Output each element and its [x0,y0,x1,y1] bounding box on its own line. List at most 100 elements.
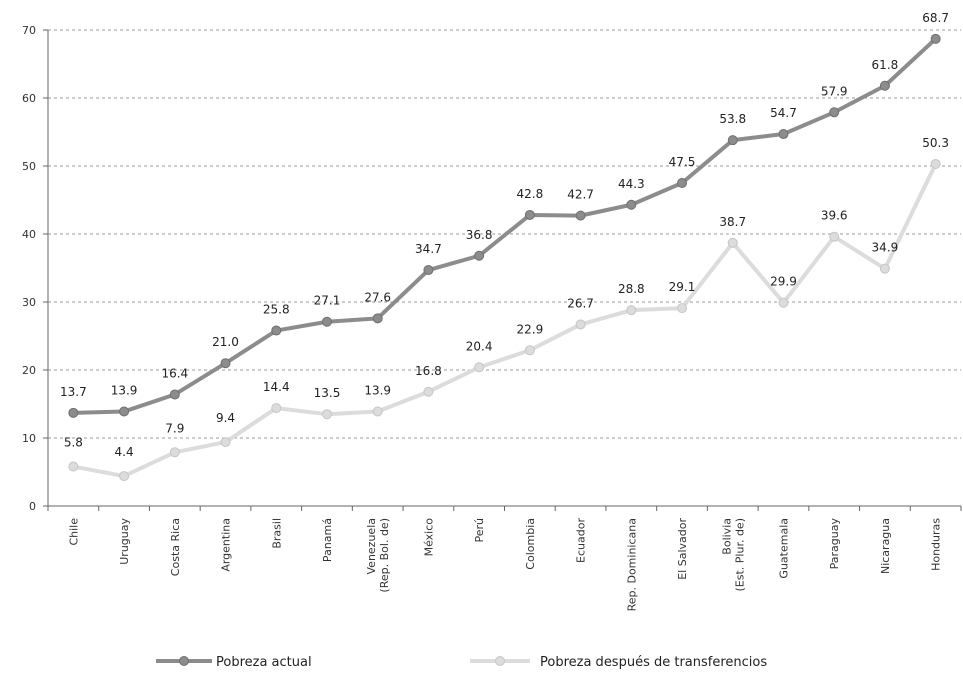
data-point [321,316,332,327]
data-point [829,231,840,242]
data-point [68,407,79,418]
data-label: 16.4 [161,366,188,380]
data-label: 29.9 [770,275,797,289]
data-point [321,409,332,420]
data-point [423,386,434,397]
data-point [879,80,890,91]
data-label: 47.5 [669,155,696,169]
data-point [626,305,637,316]
y-tick-label: 50 [22,160,36,173]
x-category-label: México [422,518,435,557]
data-label: 50.3 [922,136,949,150]
data-point [778,297,789,308]
x-category-label: Nicaragua [879,518,892,574]
data-label: 68.7 [922,11,949,25]
data-point [575,319,586,330]
x-category-label: Honduras [930,518,943,571]
data-label: 44.3 [618,177,645,191]
y-tick-label: 40 [22,228,36,241]
data-label: 39.6 [821,209,848,223]
data-point [169,447,180,458]
data-point [119,406,130,417]
y-tick-label: 10 [22,432,36,445]
data-label: 16.8 [415,364,442,378]
y-tick-label: 20 [22,364,36,377]
data-point [778,129,789,140]
data-label: 57.9 [821,84,848,98]
y-tick-label: 0 [29,500,36,513]
data-label: 29.1 [669,280,696,294]
x-category-label: Panamá [321,518,334,562]
data-label: 61.8 [872,58,899,72]
data-point [474,362,485,373]
y-tick-label: 30 [22,296,36,309]
data-point [575,210,586,221]
legend-label: Pobreza actual [216,655,312,670]
data-label: 54.7 [770,106,797,120]
y-tick-label: 60 [22,92,36,105]
data-label: 13.5 [314,386,341,400]
data-point [423,265,434,276]
data-label: 28.8 [618,282,645,296]
legend-label: Pobreza después de transferencios [540,655,767,670]
series-line-1 [71,161,938,479]
data-label: 5.8 [64,436,83,450]
data-label: 36.8 [466,228,493,242]
data-label: 34.7 [415,242,442,256]
data-label: 21.0 [212,335,239,349]
data-label: 27.1 [314,294,341,308]
data-label: 53.8 [719,112,746,126]
data-point [727,135,738,146]
series [68,33,941,482]
series-line-0 [71,36,938,415]
x-category-label: Chile [67,518,80,546]
data-label: 42.7 [567,188,594,202]
data-point [677,178,688,188]
data-point [677,303,688,314]
data-point [169,389,180,400]
data-label: 13.9 [111,383,138,397]
data-point [879,263,890,274]
x-category-label: Bolivia(Est. Plur. de) [720,518,746,592]
data-label: 38.7 [719,215,746,229]
data-label: 22.9 [517,322,544,336]
data-labels: 13.7 13.9 16.4 21.0 25.8 27.1 27.6 34.7 36.8 42.8… [60,11,949,459]
x-category-label: Perú [473,518,486,543]
data-point [271,403,282,414]
data-label: 27.6 [364,290,391,304]
data-label: 9.4 [216,411,235,425]
data-point [372,406,383,417]
data-point [829,107,840,118]
data-label: 13.9 [364,383,391,397]
x-category-label: Brasil [270,518,283,549]
x-category-label: Argentina [220,518,233,572]
data-point [68,461,79,472]
data-label: 13.7 [60,385,87,399]
data-point [271,325,282,336]
data-label: 26.7 [567,296,594,310]
axes: 0 10 20 30 40 50 60 70 Chile Uruguay Costa Rica Arg… [22,24,962,611]
data-point [372,313,383,324]
data-point [524,345,535,356]
x-category-label: Guatemala [777,518,790,579]
data-point [474,250,485,261]
data-label: 4.4 [115,445,134,459]
data-point [626,199,637,210]
data-point [930,158,941,169]
data-label: 14.4 [263,380,290,394]
x-category-label: Uruguay [118,518,131,565]
data-point [727,237,738,248]
data-label: 34.9 [872,241,899,255]
x-category-label: Ecuador [575,518,588,563]
data-point [119,471,130,482]
data-point [524,209,535,220]
legend-swatch-marker [495,656,505,666]
x-category-label: Colombia [524,518,537,570]
y-tick-label: 70 [22,24,36,37]
data-point [220,437,231,448]
data-label: 25.8 [263,303,290,317]
data-label: 20.4 [466,339,493,353]
x-category-label: Rep. Dominicana [625,518,638,611]
